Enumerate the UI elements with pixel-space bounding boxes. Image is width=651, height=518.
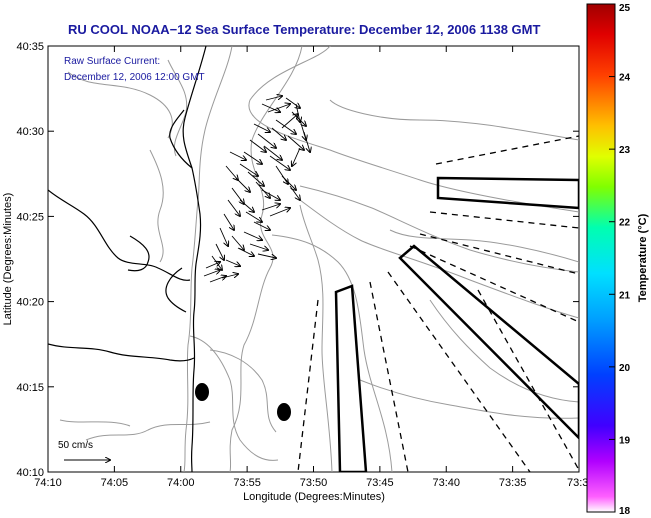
- colorbar-tick-label: 24: [619, 73, 631, 84]
- x-tick-label: 74:10: [34, 477, 62, 489]
- x-tick-label: 73:3: [567, 477, 588, 489]
- colorbar-tick-label: 21: [619, 290, 631, 301]
- x-tick-label: 74:05: [101, 477, 129, 489]
- annotation-line-2: December 12, 2006 12:00 GMT: [64, 72, 205, 83]
- colorbar-tick-label: 22: [619, 218, 631, 229]
- y-tick-label: 40:35: [16, 41, 44, 53]
- y-tick-label: 40:25: [16, 211, 44, 223]
- x-tick-label: 73:45: [366, 477, 394, 489]
- buoy-markers: [195, 383, 291, 421]
- y-axis-ticks: 40:35 40:30 40:25 40:20 40:15 40:10: [16, 41, 579, 479]
- surface-current-vectors: [203, 96, 310, 283]
- x-tick-label: 73:55: [233, 477, 261, 489]
- y-tick-label: 40:10: [16, 467, 44, 479]
- x-axis-label: Longitude (Degrees:Minutes): [243, 491, 385, 503]
- y-axis-label: Latitude (Degrees:Minutes): [2, 193, 14, 326]
- y-tick-label: 40:30: [16, 126, 44, 138]
- y-tick-label: 40:20: [16, 297, 44, 309]
- scale-label: 50 cm/s: [58, 440, 93, 451]
- colorbar-label: Temperature (°C): [637, 213, 649, 302]
- x-axis-ticks: 74:10 74:05 74:00 73:55 73:50 73:45 73:40 73:35…: [34, 46, 588, 489]
- colorbar: [586, 3, 616, 513]
- colorbar-tick-label: 25: [619, 3, 631, 14]
- x-tick-label: 74:00: [167, 477, 195, 489]
- colorbar-tick-label: 23: [619, 145, 631, 156]
- x-tick-label: 73:35: [499, 477, 527, 489]
- bathymetry-contours: [59, 46, 579, 472]
- coastline: [48, 46, 207, 472]
- figure-title: RU COOL NOAA−12 Sea Surface Temperature:…: [68, 22, 540, 37]
- buoy-marker: [195, 383, 209, 401]
- x-tick-label: 73:40: [432, 477, 460, 489]
- colorbar-tick-label: 19: [619, 435, 631, 446]
- buoy-marker: [277, 403, 291, 421]
- shipping-lane-boxes: [334, 176, 579, 472]
- y-tick-label: 40:15: [16, 382, 44, 394]
- plot-frame: [47, 45, 580, 473]
- x-tick-label: 73:50: [300, 477, 328, 489]
- colorbar-tick-label: 20: [619, 363, 631, 374]
- dashed-boundary-lines: [297, 135, 579, 472]
- colorbar-tick-label: 18: [619, 506, 631, 517]
- annotation-line-1: Raw Surface Current:: [64, 56, 160, 67]
- colorbar-ticks: 25 24 23 22 21 20 19 18: [609, 3, 631, 517]
